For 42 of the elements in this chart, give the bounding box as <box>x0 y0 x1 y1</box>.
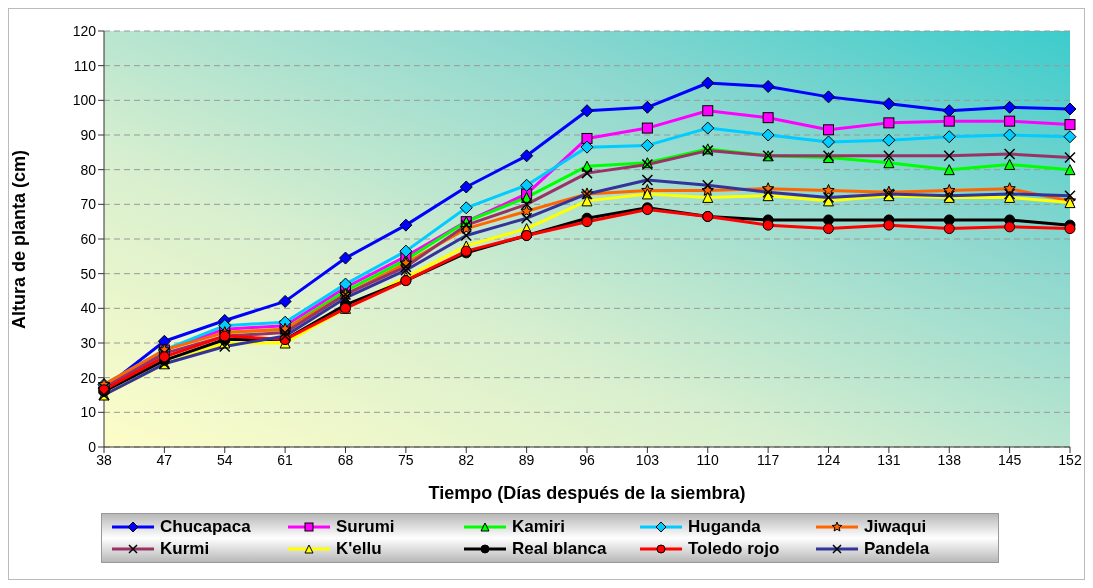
y-tick-label: 120 <box>72 22 97 39</box>
legend-label: Huganda <box>688 517 761 537</box>
x-tick-label: 138 <box>937 451 962 468</box>
y-tick-label: 60 <box>80 230 97 247</box>
x-tick-label: 124 <box>816 451 841 468</box>
x-tick-label: 38 <box>96 451 112 468</box>
x-tick-label: 68 <box>337 451 354 468</box>
x-tick-label: 145 <box>997 451 1022 468</box>
y-axis-title: Altura de planta (cm) <box>9 149 30 329</box>
legend-label: Real blanca <box>512 539 607 559</box>
y-tick-label: 10 <box>80 404 97 421</box>
y-tick-label: 70 <box>80 196 97 213</box>
x-tick-label: 61 <box>277 451 294 468</box>
y-tick-label: 80 <box>80 161 97 178</box>
y-tick-label: 100 <box>72 92 97 109</box>
x-axis-title: Tiempo (Días después de la siembra) <box>428 483 746 503</box>
y-tick-label: 20 <box>80 369 97 386</box>
x-tick-label: 152 <box>1058 451 1082 468</box>
legend-label: Surumi <box>336 517 395 537</box>
x-tick-label: 96 <box>579 451 595 468</box>
y-tick-label: 40 <box>80 300 97 317</box>
x-tick-label: 110 <box>696 451 720 468</box>
y-tick-label: 50 <box>80 265 97 282</box>
legend-label: Jiwaqui <box>864 517 927 537</box>
x-tick-label: 117 <box>756 451 780 468</box>
y-tick-label: 0 <box>88 438 97 455</box>
y-tick-label: 30 <box>80 334 97 351</box>
legend-label: Pandela <box>864 539 930 559</box>
legend-label: K'ellu <box>336 539 382 559</box>
y-tick-label: 90 <box>80 126 97 143</box>
legend-label: Toledo rojo <box>688 539 780 559</box>
x-tick-label: 131 <box>877 451 901 468</box>
x-tick-label: 89 <box>518 451 535 468</box>
x-tick-label: 47 <box>156 451 173 468</box>
legend-label: Chucapaca <box>160 517 251 537</box>
legend-label: Kamiri <box>512 517 565 537</box>
x-tick-label: 75 <box>398 451 414 468</box>
legend-label: Kurmi <box>160 539 210 559</box>
x-tick-label: 54 <box>216 451 233 468</box>
y-tick-label: 110 <box>73 57 97 74</box>
x-tick-label: 82 <box>458 451 475 468</box>
x-tick-label: 103 <box>635 451 660 468</box>
